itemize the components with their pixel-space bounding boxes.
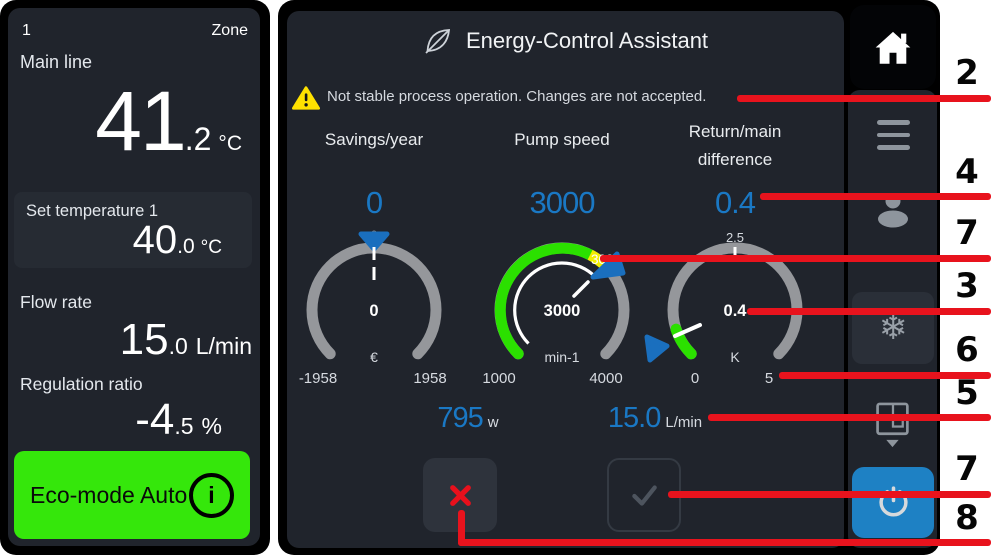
flow-int: 15 — [119, 315, 169, 364]
gauge2-min: 1000 — [482, 370, 515, 387]
gauge1-label: Savings/year — [324, 130, 424, 149]
main-line-int: 41 — [95, 74, 186, 168]
zone-panel: 1 Zone Main line 41 .2 °C Set temperatur… — [8, 8, 260, 546]
leaf-icon — [425, 29, 450, 54]
home-icon — [875, 31, 911, 64]
savings-gauge: 0 0 € -1958 1958 — [299, 229, 447, 387]
callout-number-6: 6 — [955, 330, 979, 370]
gauge3-min: 0 — [691, 370, 699, 387]
regulation-int: -4 — [135, 395, 175, 444]
gauge3-label-line2: difference — [697, 150, 773, 169]
power-unit: w — [487, 414, 499, 431]
flow-rate-label: Flow rate — [20, 292, 92, 312]
snowflake-icon: ❄ — [878, 308, 908, 348]
gauge3-marker-icon — [644, 334, 670, 363]
eco-mode-button[interactable]: Eco-mode Auto i — [14, 451, 250, 539]
gauge2-label: Pump speed — [514, 130, 610, 149]
set-temp-unit: °C — [200, 237, 222, 258]
callout-number-7a: 7 — [955, 213, 979, 253]
callout-line-5 — [708, 414, 991, 421]
callout-line-8 — [458, 539, 991, 546]
main-line-unit: °C — [218, 132, 242, 155]
set-temperature-label: Set temperature 1 — [26, 202, 159, 220]
gauge3-top-label: 2.5 — [726, 230, 744, 245]
menu-icon — [876, 120, 910, 125]
gauge2-max: 4000 — [589, 370, 622, 387]
gauge1-max: 1958 — [413, 370, 446, 387]
callout-line-8-vertical — [458, 510, 465, 546]
callout-number-8: 8 — [955, 498, 979, 538]
power-reading: 795 w — [437, 402, 499, 434]
callout-number-2: 2 — [955, 53, 979, 93]
callout-line-7b — [668, 491, 991, 498]
zones-button[interactable] — [852, 390, 934, 460]
power-button[interactable] — [852, 467, 934, 538]
set-temp-int: 40 — [132, 218, 178, 262]
gauge3-unit: K — [730, 349, 740, 365]
main-line-value: 41 .2 °C — [16, 74, 242, 168]
callout-line-2 — [737, 95, 991, 102]
callout-number-4: 4 — [955, 152, 979, 192]
flow-rate-value: 15 .0 L/min — [16, 318, 252, 362]
callout-number-5: 5 — [955, 373, 979, 413]
warning-triangle-icon — [292, 86, 320, 110]
zones-icon — [875, 402, 909, 448]
set-temperature-value: 40 .0 °C — [133, 220, 222, 260]
eco-mode-label: Eco-mode Auto — [30, 481, 188, 508]
gauge2-unit: min-1 — [544, 349, 579, 365]
callout-line-6 — [779, 372, 991, 379]
menu-button[interactable] — [859, 117, 927, 153]
flow-unit: L/min — [195, 333, 252, 359]
callout-number-7b: 7 — [955, 449, 979, 489]
gauge1-unit: € — [370, 349, 378, 365]
flow-dec: .0 — [168, 333, 188, 359]
gauge1-value: 0 — [365, 185, 383, 220]
check-icon — [632, 485, 657, 506]
gauge3-center-value: 0.4 — [724, 302, 748, 320]
callout-number-3: 3 — [955, 266, 979, 306]
callout-line-4 — [760, 193, 991, 200]
info-icon[interactable]: i — [189, 472, 234, 518]
regulation-ratio-label: Regulation ratio — [20, 374, 143, 394]
callout-line-7a — [600, 255, 991, 262]
gauge3-value: 0.4 — [714, 185, 756, 220]
regulation-ratio-value: -4 .5 % — [16, 398, 222, 442]
x-icon — [449, 484, 471, 506]
flow-reading-unit: L/min — [665, 414, 703, 431]
home-button[interactable] — [850, 5, 936, 89]
flow-reading: 15.0 L/min — [607, 402, 703, 434]
main-line-label: Main line — [20, 52, 93, 72]
warning-text: Not stable process operation. Changes ar… — [327, 88, 707, 105]
main-line-dec: .2 — [184, 121, 212, 157]
regulation-dec: .5 — [174, 413, 194, 439]
gauge1-center-value: 0 — [369, 302, 378, 320]
zone-number: 1 — [22, 22, 31, 39]
set-temperature-card[interactable]: Set temperature 1 40 .0 °C — [14, 192, 252, 268]
main-title-row: Energy-Control Assistant — [287, 26, 844, 56]
pump-speed-gauge: 3000 3000 min-1 1000 4000 — [482, 242, 630, 387]
gauge3-max: 5 — [765, 370, 773, 387]
zone-header: 1 Zone — [22, 22, 248, 40]
zone-label: Zone — [211, 22, 248, 39]
set-temp-dec: .0 — [177, 235, 195, 258]
gauge2-center-value: 3000 — [544, 302, 581, 320]
cooling-button[interactable]: ❄ — [852, 292, 934, 364]
regulation-unit: % — [201, 413, 222, 439]
gauge2-value: 3000 — [529, 185, 596, 220]
page-title: Energy-Control Assistant — [465, 28, 709, 53]
gauge1-marker-icon — [358, 231, 390, 252]
gauge3-label-line1: Return/main — [688, 122, 782, 141]
gauge1-min: -1958 — [299, 370, 337, 387]
callout-line-3 — [747, 308, 991, 315]
